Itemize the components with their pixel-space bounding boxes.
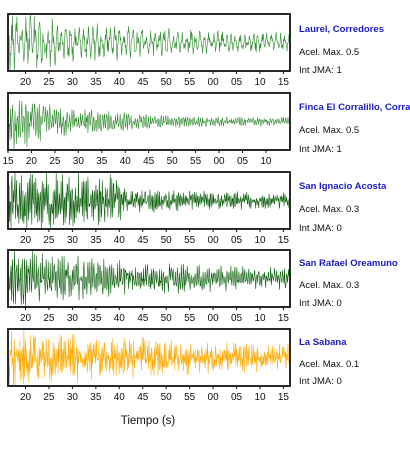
panel-frame-0: [7, 13, 291, 72]
tick-label: 30: [67, 235, 79, 246]
tick-label: 05: [231, 235, 243, 246]
tick-label: 20: [20, 235, 32, 246]
jma-intensity-corralillo: Int JMA: 1: [299, 144, 342, 155]
tick-label: 55: [184, 77, 196, 88]
tick-label: 45: [137, 392, 149, 403]
tick-label: 35: [90, 235, 102, 246]
tick-label: 05: [231, 77, 243, 88]
max-accel-laurel: Acel. Max. 0.5: [299, 47, 360, 58]
tick-label: 55: [190, 156, 202, 167]
station-name-acosta: San Ignacio Acosta: [299, 181, 387, 192]
tick-label: 10: [254, 313, 266, 324]
tick-label: 25: [43, 235, 55, 246]
tick-label: 00: [208, 235, 220, 246]
tick-label: 50: [161, 392, 173, 403]
panel-frame-3: [7, 249, 291, 308]
tick-label: 45: [137, 313, 149, 324]
waveform-3: [8, 250, 290, 307]
tick-label: 15: [2, 156, 14, 167]
panel-frame-2: [7, 171, 291, 230]
tick-label: 25: [43, 313, 55, 324]
tick-label: 30: [67, 392, 79, 403]
tick-label: 40: [114, 77, 126, 88]
station-name-laurel: Laurel, Corredores: [299, 24, 384, 35]
tick-label: 40: [114, 235, 126, 246]
tick-label: 35: [90, 392, 102, 403]
tick-label: 55: [184, 392, 196, 403]
tick-label: 25: [43, 392, 55, 403]
tick-label: 45: [137, 77, 149, 88]
tick-label: 00: [208, 313, 220, 324]
tick-label: 40: [114, 313, 126, 324]
tick-label: 45: [137, 235, 149, 246]
tick-label: 35: [90, 313, 102, 324]
tick-label: 05: [231, 392, 243, 403]
jma-intensity-oreamuno: Int JMA: 0: [299, 298, 342, 309]
tick-label: 00: [213, 156, 225, 167]
max-accel-acosta: Acel. Max. 0.3: [299, 204, 360, 215]
waveform-0: [8, 14, 290, 71]
waveform-2: [8, 172, 290, 229]
tick-label: 15: [278, 392, 290, 403]
max-accel-sabana: Acel. Max. 0.1: [299, 359, 360, 370]
tick-label: 25: [43, 77, 55, 88]
tick-label: 10: [254, 235, 266, 246]
jma-intensity-laurel: Int JMA: 1: [299, 65, 342, 76]
tick-label: 45: [143, 156, 155, 167]
tick-label: 40: [120, 156, 132, 167]
max-accel-corralillo: Acel. Max. 0.5: [299, 125, 360, 136]
tick-label: 15: [278, 313, 290, 324]
tick-label: 30: [67, 313, 79, 324]
tick-label: 15: [278, 235, 290, 246]
tick-label: 10: [254, 392, 266, 403]
waveform-1: [8, 100, 290, 150]
tick-label: 30: [73, 156, 85, 167]
tick-label: 25: [49, 156, 61, 167]
tick-label: 50: [161, 235, 173, 246]
tick-label: 20: [20, 77, 32, 88]
tick-label: 35: [96, 156, 108, 167]
x-axis-label: Tiempo (s): [120, 415, 176, 427]
tick-label: 20: [26, 156, 38, 167]
tick-label: 55: [184, 313, 196, 324]
tick-label: 10: [254, 77, 266, 88]
tick-label: 40: [114, 392, 126, 403]
tick-label: 05: [231, 313, 243, 324]
station-name-corralillo: Finca El Corralillo, Corralillo: [299, 102, 410, 113]
tick-label: 50: [167, 156, 179, 167]
tick-label: 55: [184, 235, 196, 246]
tick-label: 10: [260, 156, 272, 167]
max-accel-oreamuno: Acel. Max. 0.3: [299, 280, 360, 291]
tick-label: 30: [67, 77, 79, 88]
jma-intensity-sabana: Int JMA: 0: [299, 376, 342, 387]
tick-label: 20: [20, 313, 32, 324]
tick-label: 00: [208, 392, 220, 403]
tick-label: 20: [20, 392, 32, 403]
tick-label: 00: [208, 77, 220, 88]
tick-label: 05: [237, 156, 249, 167]
station-name-sabana: La Sabana: [299, 337, 347, 348]
station-name-oreamuno: San Rafael Oreamuno: [299, 258, 398, 269]
tick-label: 50: [161, 313, 173, 324]
waveform-4: [8, 329, 290, 386]
tick-label: 15: [278, 77, 290, 88]
jma-intensity-acosta: Int JMA: 0: [299, 223, 342, 234]
panel-frame-4: [7, 328, 291, 387]
tick-label: 35: [90, 77, 102, 88]
tick-label: 50: [161, 77, 173, 88]
